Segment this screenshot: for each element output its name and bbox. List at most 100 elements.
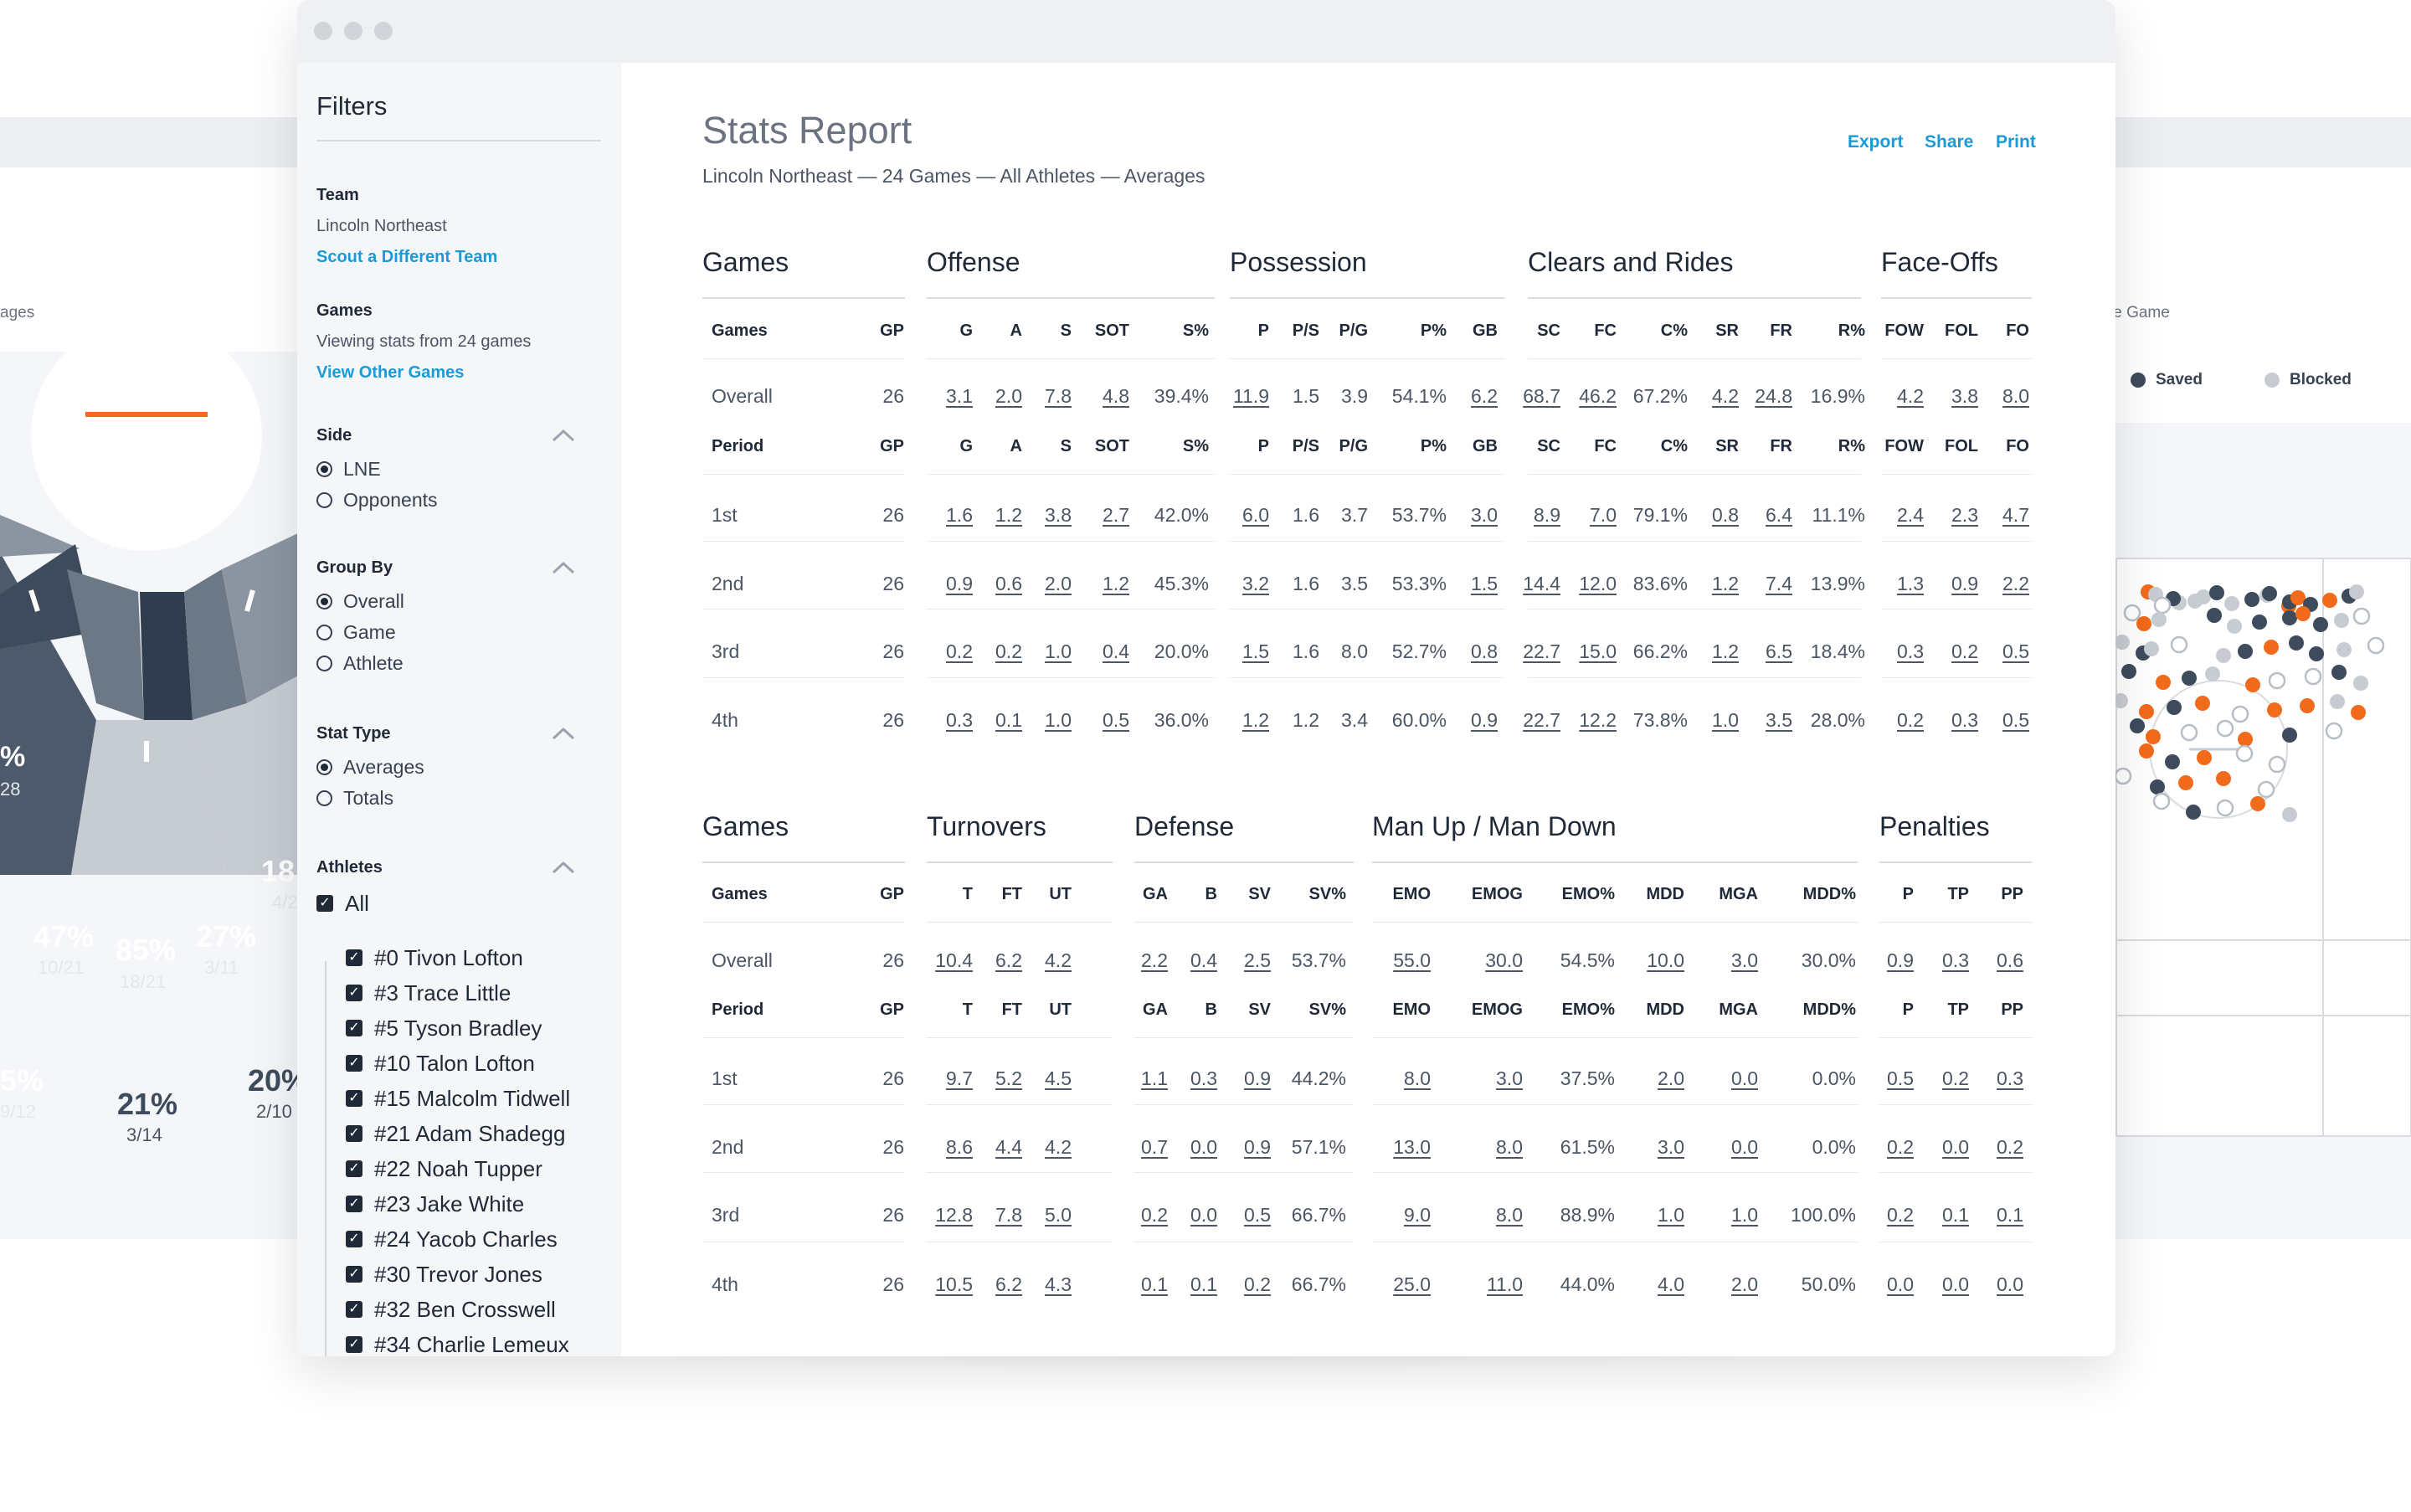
stat-cell[interactable]: 0.3 (1190, 1067, 1217, 1089)
stat-cell[interactable]: 0.6 (995, 573, 1022, 594)
stat-cell[interactable]: 1.6 (946, 504, 973, 526)
stat-cell[interactable]: 8.9 (1534, 504, 1560, 526)
view-games-link[interactable]: View Other Games (316, 363, 465, 382)
stat-cell[interactable]: 55.0 (1393, 949, 1431, 971)
athlete-checkbox[interactable]: ✓ #15 Malcolm Tidwell (346, 1081, 570, 1116)
stat-cell[interactable]: 7.8 (995, 1204, 1022, 1226)
stat-cell[interactable]: 3.1 (946, 385, 973, 407)
stat-cell[interactable]: 46.2 (1579, 385, 1617, 407)
athlete-checkbox[interactable]: ✓ #34 Charlie Lemeux (346, 1327, 569, 1356)
stat-cell[interactable]: 0.0 (1731, 1136, 1758, 1158)
stat-cell[interactable]: 4.2 (1712, 385, 1739, 407)
stat-cell[interactable]: 9.0 (1404, 1204, 1431, 1226)
radio-unchecked-icon[interactable] (316, 790, 332, 806)
stat-cell[interactable]: 0.0 (1997, 1273, 2023, 1295)
stat-cell[interactable]: 0.9 (1244, 1067, 1271, 1089)
stat-cell[interactable]: 0.5 (1103, 709, 1129, 731)
checkbox-checked-icon[interactable]: ✓ (346, 1020, 362, 1036)
chevron-up-icon[interactable] (552, 561, 575, 574)
stat-cell[interactable]: 1.3 (1897, 573, 1924, 594)
radio-unchecked-icon[interactable] (316, 656, 332, 671)
stat-cell[interactable]: 6.5 (1766, 640, 1792, 662)
stat-cell[interactable]: 3.8 (1951, 385, 1978, 407)
stat-cell[interactable]: 1.0 (1731, 1204, 1758, 1226)
stat-cell[interactable]: 5.2 (995, 1067, 1022, 1089)
stat-cell[interactable]: 8.0 (2002, 385, 2029, 407)
stat-cell[interactable]: 6.4 (1766, 504, 1792, 526)
checkbox-checked-icon[interactable]: ✓ (346, 985, 362, 1001)
print-link[interactable]: Print (1996, 132, 2036, 152)
stat-cell[interactable]: 6.2 (995, 949, 1022, 971)
export-link[interactable]: Export (1848, 132, 1904, 152)
stat-cell[interactable]: 0.0 (1731, 1067, 1758, 1089)
stat-cell[interactable]: 0.2 (946, 640, 973, 662)
checkbox-checked-icon[interactable]: ✓ (346, 1196, 362, 1212)
radio-unchecked-icon[interactable] (316, 492, 332, 508)
stat-cell[interactable]: 0.9 (946, 573, 973, 594)
stat-cell[interactable]: 0.4 (1190, 949, 1217, 971)
stat-cell[interactable]: 1.0 (1045, 709, 1072, 731)
stat-cell[interactable]: 11.9 (1232, 385, 1269, 407)
stat-cell[interactable]: 0.5 (2002, 709, 2029, 731)
group-option-overall[interactable]: Overall (316, 586, 404, 617)
stat-cell[interactable]: 3.5 (1766, 709, 1792, 731)
side-option-opponents[interactable]: Opponents (316, 485, 601, 516)
checkbox-checked-icon[interactable]: ✓ (346, 1055, 362, 1072)
athlete-checkbox[interactable]: ✓ #10 Talon Lofton (346, 1046, 535, 1081)
stat-cell[interactable]: 4.4 (995, 1136, 1022, 1158)
stat-cell[interactable]: 1.2 (1103, 573, 1129, 594)
stat-cell[interactable]: 0.9 (1887, 949, 1914, 971)
stat-cell[interactable]: 0.3 (1997, 1067, 2023, 1089)
stat-cell[interactable]: 7.8 (1045, 385, 1072, 407)
chevron-up-icon[interactable] (552, 861, 575, 874)
stat-cell[interactable]: 1.2 (1712, 573, 1739, 594)
stat-cell[interactable]: 8.6 (946, 1136, 973, 1158)
stat-cell[interactable]: 0.2 (1997, 1136, 2023, 1158)
stat-cell[interactable]: 4.3 (1045, 1273, 1072, 1295)
stat-cell[interactable]: 4.8 (1103, 385, 1129, 407)
stat-cell[interactable]: 0.1 (1190, 1273, 1217, 1295)
radio-checked-icon[interactable] (316, 594, 332, 609)
stat-cell[interactable]: 12.0 (1579, 573, 1617, 594)
stat-cell[interactable]: 6.2 (995, 1273, 1022, 1295)
stat-cell[interactable]: 6.2 (1471, 385, 1498, 407)
stat-cell[interactable]: 2.0 (995, 385, 1022, 407)
stat-cell[interactable]: 4.2 (1045, 949, 1072, 971)
stat-cell[interactable]: 10.5 (935, 1273, 973, 1295)
checkbox-checked-icon[interactable]: ✓ (346, 1160, 362, 1177)
stat-cell[interactable]: 0.6 (1997, 949, 2023, 971)
athlete-all-checkbox[interactable]: ✓ All (316, 886, 383, 921)
stat-cell[interactable]: 2.4 (1897, 504, 1924, 526)
stat-cell[interactable]: 5.0 (1045, 1204, 1072, 1226)
athlete-checkbox[interactable]: ✓ #3 Trace Little (346, 975, 511, 1011)
stat-cell[interactable]: 0.5 (1244, 1204, 1271, 1226)
checkbox-checked-icon[interactable]: ✓ (346, 1231, 362, 1247)
radio-checked-icon[interactable] (316, 461, 332, 477)
stat-cell[interactable]: 1.5 (1242, 640, 1269, 662)
stat-cell[interactable]: 0.3 (1951, 709, 1978, 731)
checkbox-checked-icon[interactable]: ✓ (346, 1266, 362, 1283)
stat-cell[interactable]: 0.3 (1897, 640, 1924, 662)
stat-option-averages[interactable]: Averages (316, 752, 424, 783)
stat-cell[interactable]: 0.0 (1942, 1273, 1969, 1295)
stat-cell[interactable]: 0.2 (1887, 1136, 1914, 1158)
stat-cell[interactable]: 0.2 (1951, 640, 1978, 662)
stat-cell[interactable]: 10.4 (935, 949, 973, 971)
stat-cell[interactable]: 1.0 (1658, 1204, 1684, 1226)
stat-cell[interactable]: 3.0 (1496, 1067, 1523, 1089)
stat-cell[interactable]: 4.7 (2002, 504, 2029, 526)
athlete-checkbox[interactable]: ✓ #22 Noah Tupper (346, 1151, 542, 1186)
athlete-checkbox[interactable]: ✓ #32 Ben Crosswell (346, 1292, 556, 1327)
side-option-lne[interactable]: LNE (316, 454, 601, 485)
stat-option-totals[interactable]: Totals (316, 783, 424, 814)
stat-cell[interactable]: 15.0 (1579, 640, 1617, 662)
stat-cell[interactable]: 0.7 (1141, 1136, 1168, 1158)
stat-cell[interactable]: 14.4 (1523, 573, 1560, 594)
chevron-up-icon[interactable] (552, 429, 575, 442)
traffic-light-close-icon[interactable] (314, 22, 332, 40)
stat-cell[interactable]: 8.0 (1404, 1067, 1431, 1089)
scout-team-link[interactable]: Scout a Different Team (316, 248, 498, 266)
stat-cell[interactable]: 0.2 (1942, 1067, 1969, 1089)
athlete-checkbox[interactable]: ✓ #21 Adam Shadegg (346, 1116, 565, 1151)
stat-cell[interactable]: 0.9 (1471, 709, 1498, 731)
